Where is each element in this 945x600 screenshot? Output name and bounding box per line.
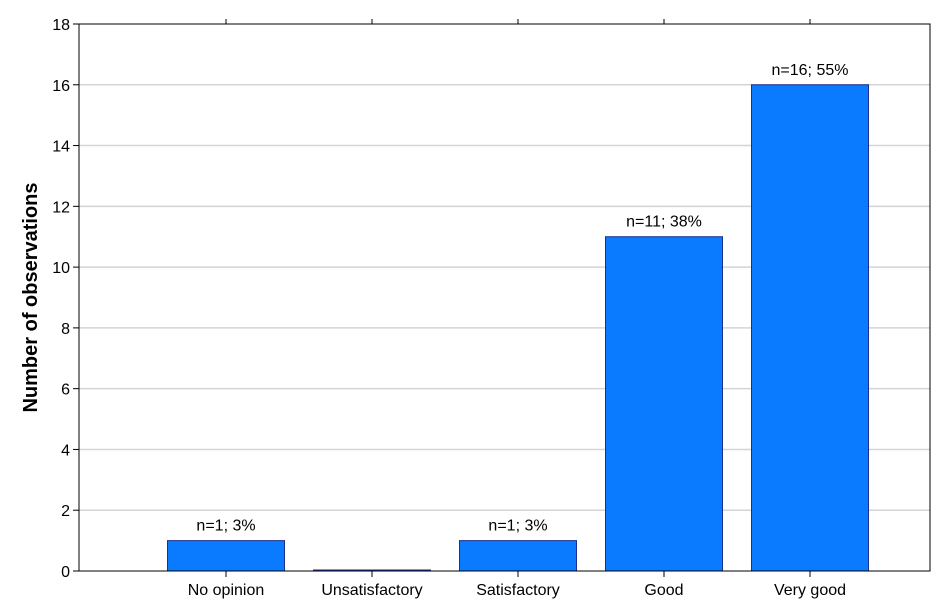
x-tick-label: Very good <box>774 582 846 599</box>
y-axis: 0 2 4 6 8 10 12 14 16 18 <box>52 17 79 581</box>
bar-satisfactory <box>459 540 577 572</box>
bar-data-label: n=16; 55% <box>772 62 849 79</box>
bar-good <box>605 236 723 572</box>
y-tick-label: 4 <box>61 442 70 459</box>
y-tick-label: 8 <box>61 321 70 338</box>
y-axis-title: Number of observations <box>20 182 42 412</box>
y-tick-label: 16 <box>52 78 70 95</box>
y-tick-label: 0 <box>61 564 70 581</box>
y-tick-label: 10 <box>52 260 70 277</box>
x-tick-label: Good <box>644 582 683 599</box>
y-tick-label: 6 <box>61 382 70 399</box>
bar-data-label: n=1; 3% <box>488 518 547 535</box>
bar-data-label: n=11; 38% <box>626 214 702 231</box>
y-tick-label: 2 <box>61 503 70 520</box>
x-axis: No opinion Unsatisfactory Satisfactory Good… <box>188 19 846 599</box>
grid-lines <box>79 84 930 511</box>
y-tick-label: 18 <box>52 17 70 34</box>
y-tick-label: 12 <box>52 199 70 216</box>
bar-data-label: n=1; 3% <box>196 518 255 535</box>
x-tick-label: No opinion <box>188 582 265 599</box>
x-tick-label: Unsatisfactory <box>321 582 422 599</box>
data-labels: n=1; 3% n=1; 3% n=11; 38% n=16; 55% <box>196 62 848 535</box>
y-tick-label: 14 <box>52 139 70 156</box>
bar-no-opinion <box>167 540 285 572</box>
x-tick-label: Satisfactory <box>476 582 560 599</box>
plot-frame <box>78 23 931 572</box>
bar-very-good <box>751 84 869 572</box>
